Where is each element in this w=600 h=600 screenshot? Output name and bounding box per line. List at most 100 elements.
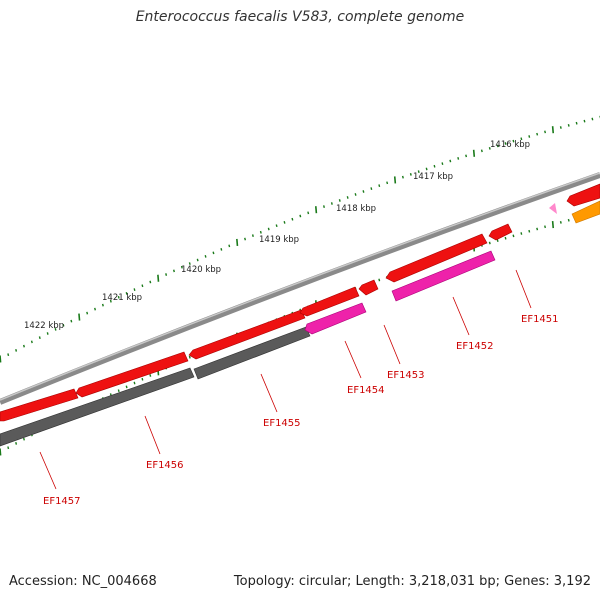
gene-block-edge-fwd[interactable]	[566, 183, 600, 207]
outer-ring-tick	[314, 206, 318, 214]
outer-ring-tick	[330, 202, 333, 205]
gene-block-ef1457-rev[interactable]	[0, 367, 195, 447]
gene-label-ef1457[interactable]: EF1457	[43, 496, 81, 507]
outer-ring-tick	[323, 205, 325, 208]
gene-label-ef1454[interactable]: EF1454	[347, 385, 385, 396]
gene-block-ef1456-fwd[interactable]	[75, 351, 189, 398]
callout-line-ef1457	[39, 451, 57, 490]
gene-block-small-pink[interactable]	[549, 203, 557, 214]
outer-ring-tick	[94, 307, 97, 311]
outer-ring-tick	[70, 319, 73, 323]
outer-ring-tick	[236, 238, 239, 247]
outer-ring-tick	[204, 255, 207, 258]
kbp-label-1422: 1422 kbp	[24, 321, 64, 331]
outer-ring-tick	[251, 234, 254, 238]
outer-ring-tick	[299, 214, 302, 218]
outer-ring-tick	[228, 244, 231, 248]
kbp-label-1420: 1420 kbp	[181, 265, 221, 275]
outer-ring-tick	[559, 126, 562, 129]
inner-ring-tick	[536, 227, 539, 231]
outer-ring-tick	[346, 196, 349, 199]
inner-ring-tick	[520, 232, 523, 235]
outer-ring-tick	[212, 251, 215, 255]
outer-ring-tick	[465, 154, 468, 158]
outer-ring-tick	[46, 332, 49, 335]
callout-line-ef1452	[452, 296, 470, 336]
outer-ring-tick	[393, 176, 397, 184]
outer-ring-tick	[488, 146, 491, 150]
inner-ring-tick	[496, 239, 499, 242]
gene-block-ef1457-fwd[interactable]	[0, 388, 79, 422]
gene-block-edge-orange[interactable]	[571, 200, 600, 224]
outer-ring-tick	[157, 274, 160, 282]
genome-backbone-highlight	[0, 172, 600, 401]
gene-label-ef1451[interactable]: EF1451	[521, 314, 559, 325]
inner-ring-tick	[528, 229, 531, 233]
callout-line-ef1456	[144, 415, 161, 455]
inner-ring-tick	[0, 448, 2, 456]
outer-ring-tick	[259, 230, 262, 234]
outer-ring-tick	[307, 211, 310, 215]
outer-ring-tick	[370, 187, 373, 190]
outer-tick-ring	[0, 115, 600, 363]
outer-ring-tick	[30, 340, 33, 344]
outer-ring-tick	[583, 119, 586, 123]
outer-ring-tick	[220, 247, 223, 251]
genome-backbone	[0, 172, 600, 405]
outer-ring-tick	[409, 173, 412, 176]
outer-ring-tick	[291, 217, 294, 221]
gene-label-ef1455[interactable]: EF1455	[263, 418, 301, 429]
inner-ring-tick	[504, 236, 507, 240]
outer-ring-tick	[149, 280, 152, 284]
outer-ring-tick	[401, 175, 404, 179]
outer-ring-tick	[78, 313, 81, 321]
outer-ring-tick	[551, 126, 555, 134]
outer-ring-tick	[504, 142, 507, 145]
gene-block-ef1451-fwd[interactable]	[488, 223, 513, 241]
inner-ring-tick	[23, 437, 25, 441]
gene-block-ef1452-rev[interactable]	[391, 250, 496, 302]
inner-ring-tick	[551, 220, 555, 229]
outer-ring-tick	[38, 336, 41, 340]
forward-strand-genes	[0, 183, 600, 422]
gene-block-ef1453-fwd[interactable]	[358, 279, 379, 296]
callout-line-ef1453	[383, 324, 401, 365]
kbp-label-1418: 1418 kbp	[336, 204, 376, 214]
outer-ring-tick	[575, 121, 578, 125]
outer-ring-tick	[7, 353, 10, 357]
outer-ring-tick	[449, 159, 452, 163]
outer-ring-tick	[244, 237, 247, 241]
gene-block-ef1455-fwd[interactable]	[188, 309, 306, 360]
gene-label-ef1456[interactable]: EF1456	[146, 460, 184, 471]
genome-summary-text: Topology: circular; Length: 3,218,031 bp…	[233, 574, 591, 589]
gene-label-ef1453[interactable]: EF1453	[387, 370, 425, 381]
gene-block-ef1454-rev[interactable]	[304, 302, 367, 335]
outer-ring-tick	[472, 149, 476, 157]
callout-line-ef1451	[515, 269, 532, 309]
outer-ring-tick	[386, 181, 389, 185]
position-labels: 1416 kbp 1417 kbp 1418 kbp 1419 kbp 1420…	[24, 140, 530, 331]
gene-block-ef1454-fwd[interactable]	[299, 286, 360, 317]
outer-ring-tick	[62, 323, 65, 327]
outer-ring-tick	[125, 292, 128, 295]
inner-ring-tick	[15, 442, 18, 445]
outer-ring-tick	[267, 227, 270, 231]
outer-ring-tick	[109, 299, 112, 303]
outer-ring-tick	[417, 170, 420, 174]
outer-ring-tick	[544, 130, 547, 134]
kbp-label-1419: 1419 kbp	[259, 235, 299, 245]
kbp-label-1421: 1421 kbp	[102, 293, 142, 303]
gene-block-ef1452-fwd[interactable]	[385, 233, 488, 283]
kbp-label-1416: 1416 kbp	[490, 140, 530, 150]
outer-ring-tick	[165, 273, 168, 276]
inner-ring-tick	[117, 389, 120, 393]
outer-ring-tick	[520, 137, 523, 141]
callout-line-ef1455	[260, 373, 278, 413]
outer-ring-tick	[512, 139, 515, 143]
outer-ring-tick	[180, 265, 183, 269]
gene-block-ef1455-rev[interactable]	[193, 326, 311, 380]
callout-line-ef1454	[344, 340, 362, 379]
gene-label-ef1452[interactable]: EF1452	[456, 341, 494, 352]
accession-text: Accession: NC_004668	[9, 574, 157, 589]
outer-ring-tick	[141, 284, 144, 288]
